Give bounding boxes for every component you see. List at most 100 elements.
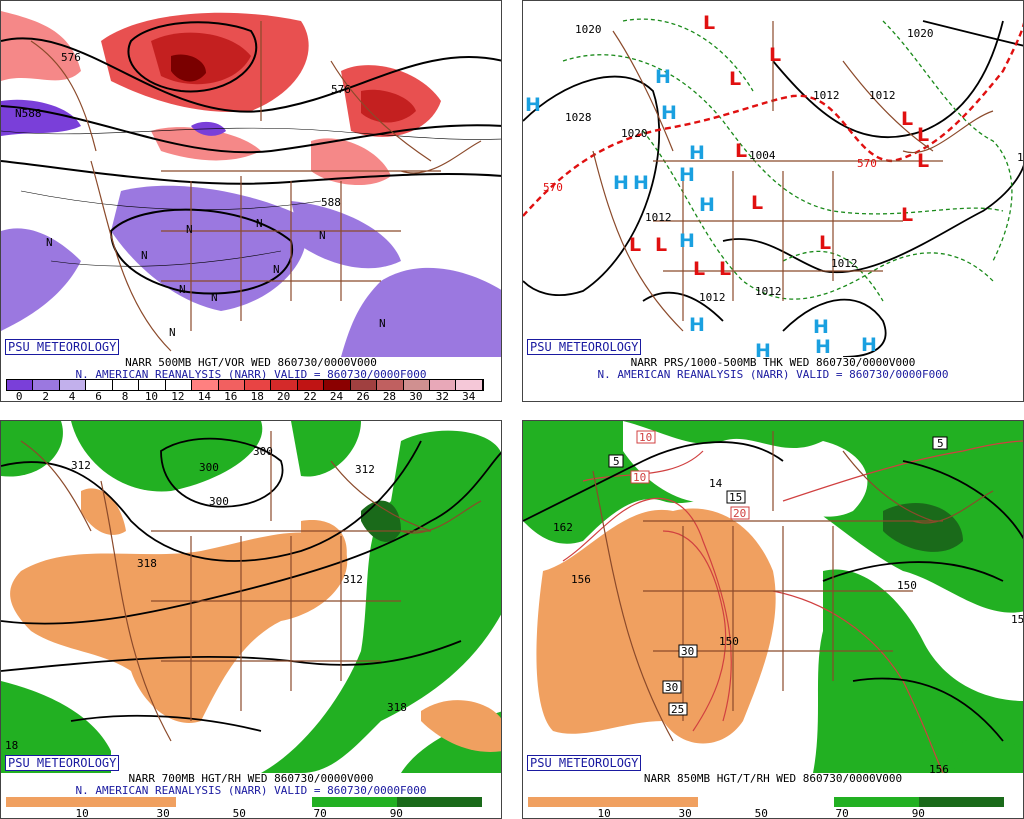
scale-swatch <box>176 797 312 807</box>
panel-700mb-rh: 312 300 300 312 300 318 312 318 18 PSU M… <box>0 420 502 819</box>
scale-swatch <box>430 380 457 390</box>
map-850mb: 162 156 150 150 156 15 14 10 5 10 15 20 … <box>523 421 1023 773</box>
n-markers: N N N N N N N N N N <box>46 217 386 339</box>
isobar-label: 1020 <box>621 127 648 140</box>
isobar-label: 1012 <box>813 89 840 102</box>
contour-label: 150 <box>719 635 739 648</box>
scale-swatch <box>312 797 397 807</box>
low-marker: L <box>917 124 929 146</box>
map-title: NARR 500MB HGT/VOR WED 860730/0000V000 <box>125 356 377 369</box>
contour-label: 300 <box>209 495 229 508</box>
scale-label: 12 <box>171 390 185 402</box>
contour-label: 312 <box>355 463 375 476</box>
scale-label: 14 <box>197 390 211 402</box>
scale-label: 24 <box>329 390 344 402</box>
scale-label: 10 <box>597 807 611 819</box>
scale-swatch <box>528 797 613 807</box>
contour-label: 318 <box>137 557 157 570</box>
n-marker: N <box>186 223 193 236</box>
high-marker: H <box>861 334 877 356</box>
isobar-label: 1012 <box>645 211 672 224</box>
scale-label: 90 <box>911 807 925 819</box>
psu-badge: PSU METEOROLOGY <box>5 755 120 771</box>
map-valid-time: N. AMERICAN REANALYSIS (NARR) VALID = 86… <box>597 368 949 381</box>
low-marker: L <box>751 192 763 214</box>
scale-swatch <box>165 380 193 390</box>
low-marker: L <box>729 68 741 90</box>
scale-label: 26 <box>356 390 370 402</box>
scale-swatch <box>324 380 351 390</box>
scale-swatch <box>613 797 698 807</box>
contour-labels: 312 300 300 312 300 318 312 318 18 <box>5 445 407 752</box>
scale-label: 10 <box>75 807 89 819</box>
contour-labels: 576 N588 576 588 <box>15 51 351 209</box>
n-marker: N <box>273 263 280 276</box>
map-title: NARR 700MB HGT/RH WED 860730/0000V000 <box>128 772 374 785</box>
scale-label: 70 <box>313 807 327 819</box>
high-marker: H <box>633 172 649 194</box>
scale-swatch <box>7 380 34 390</box>
panel-500mb-vorticity: 576 N588 576 588 N N N N N N N N N N PSU… <box>0 0 502 402</box>
scale-swatch <box>33 380 60 390</box>
isobar-labels: 1020 1020 1028 1020 1012 1012 1004 1012 … <box>543 23 1024 304</box>
low-marker: L <box>769 44 781 66</box>
high-marker: H <box>755 340 771 357</box>
temp-box: 15 <box>729 491 742 504</box>
state-lines <box>20 431 482 742</box>
scale-label: 30 <box>409 390 423 402</box>
high-marker: H <box>689 142 705 164</box>
map-500mb: 576 N588 576 588 N N N N N N N N N N <box>1 11 501 357</box>
rh-scale-labels: 10 30 50 70 90 <box>6 807 482 819</box>
temp-box: 10 <box>633 471 646 484</box>
high-marker: H <box>679 230 695 252</box>
isobar-label: 1012 <box>755 285 782 298</box>
scale-label: 20 <box>277 390 291 402</box>
isobar-label: 1004 <box>749 149 776 162</box>
scale-label: 50 <box>754 807 768 819</box>
scale-swatch <box>403 380 430 390</box>
contour-labels: 162 156 150 150 156 15 14 <box>553 477 1023 773</box>
low-marker: L <box>901 204 913 226</box>
scale-label: 8 <box>121 390 129 402</box>
scale-swatch <box>377 380 404 390</box>
contour-label: 576 <box>331 83 351 96</box>
isobar-label: 1012 <box>869 89 896 102</box>
n-marker: N <box>319 229 326 242</box>
isobar-label: 1012 <box>831 257 858 270</box>
contour-label: 162 <box>553 521 573 534</box>
thickness-570 <box>523 22 1023 217</box>
scale-swatch <box>91 797 176 807</box>
high-markers: H H H H H H H H H H H H H H <box>525 66 877 357</box>
contour-label: 300 <box>199 461 219 474</box>
scale-swatch <box>698 797 834 807</box>
scale-swatch <box>6 797 91 807</box>
temp-box: 5 <box>613 455 620 468</box>
isobar-label: 1 <box>1017 151 1024 164</box>
scale-swatch <box>456 380 483 390</box>
psu-badge: PSU METEOROLOGY <box>527 755 642 771</box>
rh-color-scale <box>6 797 482 807</box>
rh-scale-labels: 10 30 50 70 90 <box>528 807 1004 819</box>
scale-label: 10 <box>144 390 159 402</box>
low-marker: L <box>917 150 929 172</box>
thickness-lines <box>562 18 1013 302</box>
scale-swatch <box>244 380 272 390</box>
n-marker: N <box>179 283 186 296</box>
map-title: NARR PRS/1000-500MB THK WED 860730/0000V… <box>630 356 916 369</box>
n-marker: N <box>256 217 263 230</box>
low-marker: L <box>819 232 831 254</box>
low-marker: L <box>693 258 705 280</box>
temp-box: 10 <box>639 431 652 444</box>
scale-label: 70 <box>835 807 849 819</box>
state-lines <box>592 431 994 742</box>
contour-label: 312 <box>343 573 363 586</box>
temp-box: 30 <box>665 681 678 694</box>
scale-swatch <box>139 380 166 390</box>
low-markers: L L L L L L L L L L L L L L <box>629 12 929 280</box>
scale-swatch <box>297 380 325 390</box>
contour-label: 588 <box>321 196 341 209</box>
contour-label: 300 <box>253 445 273 458</box>
rh-color-scale <box>528 797 1004 807</box>
contour-label: 18 <box>5 739 18 752</box>
panel-pressure-thickness: 1020 1020 1028 1020 1012 1012 1004 1012 … <box>522 0 1024 402</box>
